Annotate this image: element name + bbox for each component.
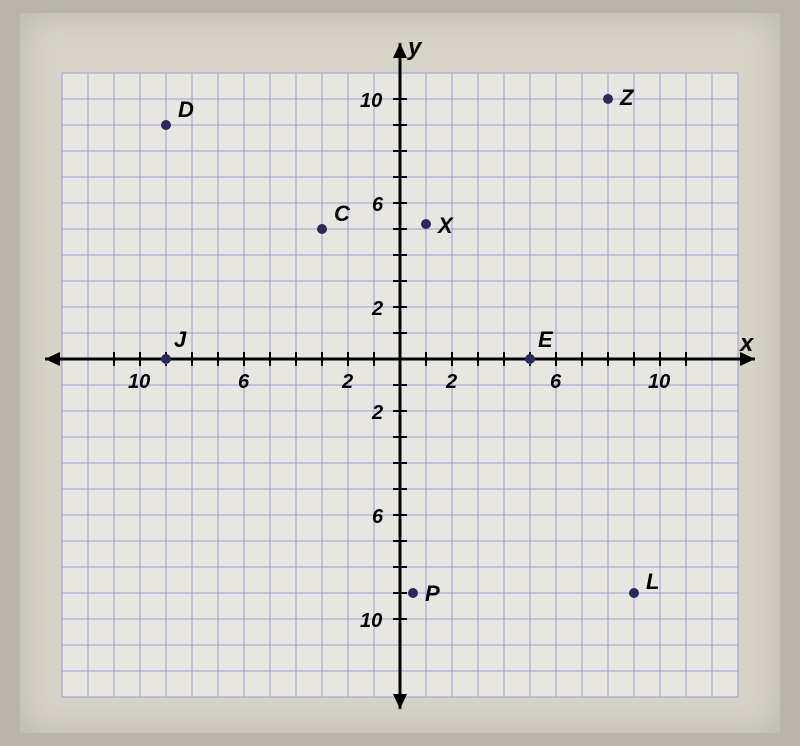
svg-text:X: X xyxy=(436,213,454,238)
y-tick-n2: 2 xyxy=(371,402,383,424)
y-tick-2: 2 xyxy=(371,298,383,320)
svg-text:E: E xyxy=(538,327,554,352)
y-tick-10: 10 xyxy=(360,90,382,112)
y-axis-label: y xyxy=(407,34,423,61)
x-tick-10: 10 xyxy=(648,371,670,393)
svg-text:Z: Z xyxy=(619,85,635,110)
y-tick-n6: 6 xyxy=(372,506,384,528)
x-axis-label: x xyxy=(738,330,755,357)
x-tick-6: 6 xyxy=(550,371,562,393)
svg-text:D: D xyxy=(178,97,194,122)
y-axis-arrow-up xyxy=(393,43,407,58)
x-tick-n6: 6 xyxy=(238,371,250,393)
graph-svg: 2 6 10 2 6 10 2 6 10 2 6 10 x y D C X J … xyxy=(40,33,760,713)
y-axis-arrow-down xyxy=(393,694,407,709)
x-tick-2: 2 xyxy=(445,371,457,393)
svg-text:J: J xyxy=(174,327,187,352)
coordinate-plane: 2 6 10 2 6 10 2 6 10 2 6 10 x y D C X J … xyxy=(20,13,780,733)
svg-text:P: P xyxy=(425,581,440,606)
x-tick-n2: 2 xyxy=(341,371,353,393)
y-tick-6: 6 xyxy=(372,194,384,216)
x-tick-n10: 10 xyxy=(128,371,150,393)
svg-text:C: C xyxy=(334,201,351,226)
y-tick-n10: 10 xyxy=(360,610,382,632)
svg-text:L: L xyxy=(646,569,659,594)
x-axis-arrow-left xyxy=(45,352,60,366)
